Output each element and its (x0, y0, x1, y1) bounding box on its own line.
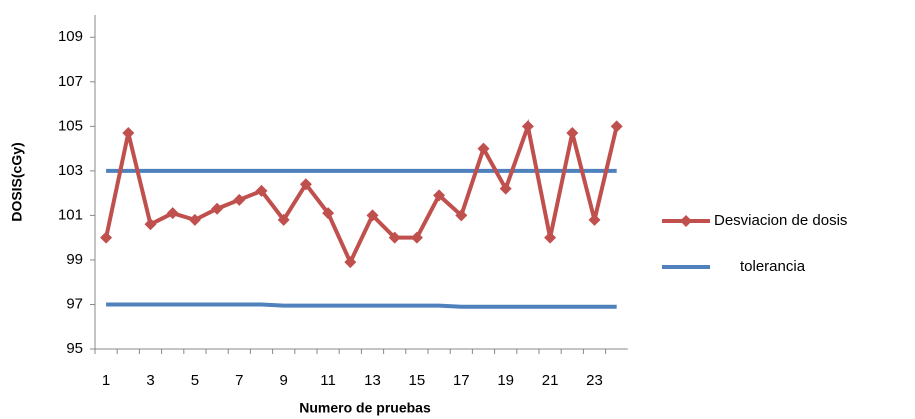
x-tick-label: 17 (453, 372, 470, 389)
x-tick-label: 11 (320, 372, 336, 389)
data-point (144, 218, 157, 231)
data-point (211, 202, 224, 215)
data-point (410, 231, 423, 244)
data-point (610, 120, 623, 133)
data-point (521, 120, 534, 133)
data-point (388, 231, 401, 244)
y-tick-label: 95 (66, 340, 83, 357)
y-tick-label: 107 (58, 73, 83, 90)
data-point (122, 127, 135, 140)
data-point (277, 213, 290, 226)
y-tick-label: 109 (58, 28, 83, 45)
x-tick-label: 15 (409, 372, 426, 389)
data-point (588, 213, 601, 226)
data-point (188, 213, 201, 226)
data-point (433, 189, 446, 202)
y-tick-label: 105 (58, 117, 83, 134)
data-point (477, 142, 490, 155)
data-point (455, 209, 468, 222)
data-point (233, 193, 246, 206)
x-tick-label: 21 (542, 372, 559, 389)
x-tick-label: 23 (586, 372, 603, 389)
data-point (566, 127, 579, 140)
legend-marker (680, 215, 692, 227)
x-tick-label: 13 (364, 372, 381, 389)
data-point (299, 178, 312, 191)
data-point (100, 231, 113, 244)
x-tick-label: 3 (146, 372, 154, 389)
y-tick-label: 99 (66, 251, 83, 268)
x-tick-label: 5 (191, 372, 199, 389)
series-line (106, 302, 617, 309)
data-point (166, 207, 179, 220)
y-tick-label: 103 (58, 162, 83, 179)
x-tick-label: 1 (102, 372, 110, 389)
data-point (322, 207, 335, 220)
legend-label: tolerancia (740, 258, 806, 275)
y-axis-label: DOSIS(cGy) (9, 142, 25, 221)
legend-label: Desviacion de dosis (714, 212, 847, 229)
data-point (544, 231, 557, 244)
data-point (499, 182, 512, 195)
y-tick-label: 97 (66, 295, 83, 312)
data-point (366, 209, 379, 222)
series-line (104, 118, 619, 267)
x-tick-label: 7 (235, 372, 243, 389)
data-point (255, 184, 268, 197)
y-tick-label: 101 (58, 206, 83, 223)
x-tick-label: 19 (497, 372, 514, 389)
x-axis-label: Numero de pruebas (299, 400, 431, 416)
x-tick-label: 9 (280, 372, 288, 389)
data-point (344, 256, 357, 269)
